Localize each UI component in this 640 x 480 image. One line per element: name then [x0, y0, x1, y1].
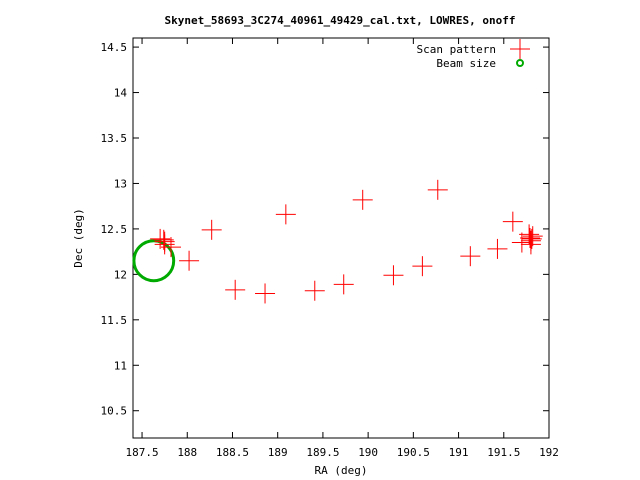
- y-tick-label: 12.5: [101, 223, 128, 236]
- x-axis: 187.5 188 188.5 189 189.5 190 190.5 191 191.5 192: [125, 38, 559, 459]
- legend-marker-beam-size: [516, 59, 524, 67]
- scan-point: [412, 256, 433, 277]
- plot-frame: [132, 37, 550, 439]
- x-tick-label: 188: [177, 446, 197, 459]
- scan-point: [160, 237, 181, 258]
- legend-label-beam-size: Beam size: [436, 57, 496, 70]
- scan-point: [521, 228, 542, 249]
- x-tick-label: 189.5: [306, 446, 339, 459]
- scan-point: [304, 280, 325, 301]
- y-axis-label: Dec (deg): [72, 208, 85, 268]
- beam-circle: [132, 239, 176, 283]
- x-tick-label: 190.5: [397, 446, 430, 459]
- legend-marker-scan-pattern: [510, 39, 530, 59]
- y-tick-label: 11: [114, 359, 127, 372]
- y-tick-label: 10.5: [101, 405, 128, 418]
- scan-point: [275, 204, 296, 225]
- legend: Scan pattern Beam size: [417, 39, 530, 70]
- x-tick-label: 191.5: [487, 446, 520, 459]
- x-tick-label: 189: [268, 446, 288, 459]
- scan-point: [255, 283, 276, 304]
- x-tick-label: 187.5: [125, 446, 158, 459]
- scan-point: [179, 250, 200, 271]
- x-axis-label: RA (deg): [315, 464, 368, 477]
- y-tick-label: 12: [114, 268, 127, 281]
- scan-point: [522, 226, 543, 247]
- y-axis: 10.5 11 11.5 12 12.5 13 13.5 14 14.5: [101, 41, 549, 418]
- y-tick-label: 14: [114, 87, 128, 100]
- x-tick-label: 190: [358, 446, 378, 459]
- scan-point: [460, 246, 481, 267]
- x-tick-label: 192: [539, 446, 559, 459]
- y-tick-label: 13: [114, 177, 127, 190]
- scan-point: [502, 211, 523, 232]
- scan-point: [487, 238, 508, 259]
- scan-point: [383, 265, 404, 286]
- x-tick-label: 188.5: [216, 446, 249, 459]
- beam-size-series: [132, 239, 176, 283]
- scan-point: [225, 279, 246, 300]
- scan-point: [511, 232, 532, 253]
- scan-point: [150, 228, 171, 249]
- y-tick-label: 13.5: [101, 132, 128, 145]
- y-tick-label: 11.5: [101, 314, 128, 327]
- scan-pattern-series: [150, 179, 543, 304]
- chart-title: Skynet_58693_3C274_40961_49429_cal.txt, …: [165, 14, 516, 27]
- scan-point: [201, 219, 222, 240]
- scan-point: [333, 274, 354, 295]
- scan-point: [352, 189, 373, 210]
- y-tick-label: 14.5: [101, 41, 128, 54]
- legend-label-scan-pattern: Scan pattern: [417, 43, 496, 56]
- scan-point: [153, 229, 174, 250]
- scan-point: [427, 179, 448, 200]
- scan-point: [520, 234, 541, 255]
- scan-point: [520, 228, 541, 248]
- x-tick-label: 191: [449, 446, 469, 459]
